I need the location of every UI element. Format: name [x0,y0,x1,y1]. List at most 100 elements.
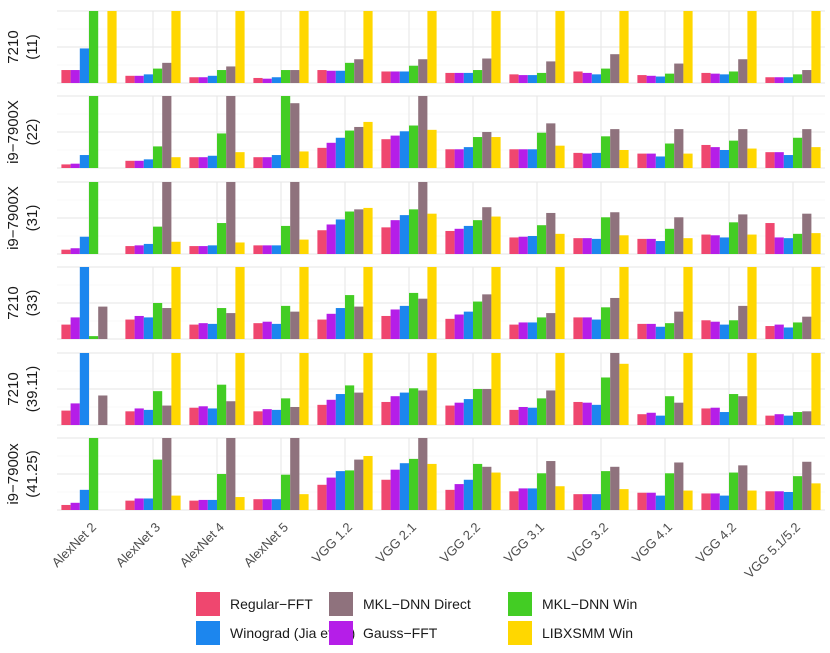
bar [162,438,172,510]
bar [409,125,419,168]
bar [207,408,217,425]
bar [509,324,519,339]
bar [610,466,620,510]
bar [143,498,153,510]
bar [125,500,135,510]
bar [381,315,391,339]
bar [527,149,537,168]
bar [79,155,89,168]
bar [637,153,647,168]
legend-label: Regular−FFT [230,596,313,612]
bar [454,314,464,339]
bar [326,142,336,168]
bar [363,456,373,510]
bar [765,223,775,254]
bar [674,402,684,425]
bar [271,323,281,339]
bar [765,77,775,83]
bar [655,76,665,83]
bar [802,213,812,254]
bar [235,152,245,168]
bar [637,492,647,510]
bar [198,323,208,339]
bar [399,71,409,83]
bar [582,238,592,254]
bar [134,408,144,425]
x-tick-label: VGG 5.1/5.2 [741,520,803,582]
bar [299,267,309,339]
bar [683,153,693,168]
bar [290,438,300,510]
bar [445,230,455,254]
bar [381,479,391,510]
bar [79,489,89,510]
bar [729,394,739,425]
bar [61,249,71,254]
legend-item: MKL−DNN Direct [329,592,471,616]
bar [281,96,291,168]
bar [747,11,757,83]
bar [774,491,784,510]
bar [610,297,620,339]
bar [491,216,501,254]
bar [418,390,428,425]
bar [61,504,71,510]
bar [665,73,675,83]
bar [582,317,592,339]
bar [482,58,492,83]
bar [189,157,199,168]
bar [601,307,611,339]
bar [674,129,684,168]
bar [674,462,684,510]
bar [409,388,419,425]
bar [134,315,144,339]
bar [290,182,300,254]
bar [793,233,803,254]
x-tick-label: VGG 2.1 [373,520,419,566]
bar [683,353,693,425]
bar [783,77,793,83]
bar [262,321,272,339]
bar [70,163,80,168]
bar [345,62,355,83]
bar [399,131,409,168]
legend-key [508,592,532,616]
bar [89,96,99,168]
bar [345,130,355,168]
bar [527,488,537,510]
bar [555,267,565,339]
bar [509,74,519,83]
bar [281,70,291,83]
bar [601,377,611,425]
facet-panel: i9−7900X (31) [5,181,825,255]
bar [217,223,227,254]
bar [463,72,473,83]
bar [226,401,236,425]
bar [610,353,620,425]
bar [153,391,163,425]
bar [527,236,537,254]
bar [290,311,300,339]
bar [162,96,172,168]
bar [582,72,592,83]
bar [811,483,821,510]
bar [555,11,565,83]
bar [509,491,519,510]
bar [399,305,409,339]
bar [774,237,784,254]
x-tick-label: AlexNet 3 [113,520,163,570]
bar [454,402,464,425]
bar [802,461,812,510]
bar [701,408,711,425]
bar [674,63,684,83]
bar [290,103,300,168]
bar [235,11,245,83]
bar [719,495,729,510]
bar [207,155,217,168]
chart-panels: 7210 (11)i9−7900X (22)i9−7900X (31)7210 (33)… [5,10,825,511]
x-tick-label: VGG 3.1 [501,520,547,566]
bar [345,385,355,425]
bar [61,164,71,168]
bar [335,308,345,339]
bar [390,135,400,168]
